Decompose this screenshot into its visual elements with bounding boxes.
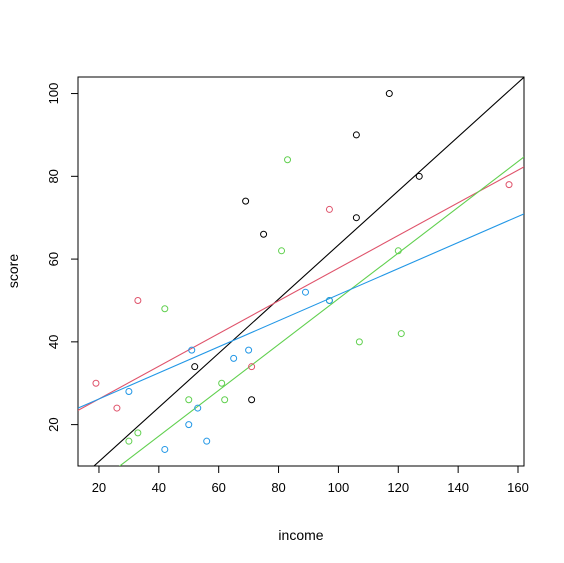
data-point-series-4 <box>125 388 133 396</box>
data-point-series-3 <box>185 396 193 404</box>
x-axis-title: income <box>278 527 323 543</box>
data-point-series-3 <box>161 305 169 313</box>
data-point-series-3 <box>218 379 226 387</box>
data-point-series-2 <box>134 296 142 304</box>
data-point-series-4 <box>161 445 169 453</box>
plot-frame <box>77 76 525 467</box>
x-tick-label: 80 <box>271 480 285 495</box>
data-point-series-4 <box>325 296 333 304</box>
data-point-series-4 <box>230 354 238 362</box>
x-tick-label: 40 <box>152 480 166 495</box>
fit-lines <box>78 77 524 466</box>
data-point-series-1 <box>191 363 199 371</box>
data-point-series-1 <box>242 197 250 205</box>
data-point-series-1 <box>352 131 360 139</box>
data-point-series-2 <box>505 181 513 189</box>
data-point-series-3 <box>125 437 133 445</box>
y-tick-label: 60 <box>46 252 61 266</box>
y-tick-label: 20 <box>46 417 61 431</box>
data-point-series-4 <box>194 404 202 412</box>
y-tick-label: 40 <box>46 335 61 349</box>
y-tick-label: 80 <box>46 169 61 183</box>
data-point-series-2 <box>248 363 256 371</box>
x-tick-label: 160 <box>507 480 529 495</box>
data-point-series-4 <box>185 421 193 429</box>
x-tick-label: 20 <box>92 480 106 495</box>
data-point-series-4 <box>245 346 253 354</box>
data-point-series-4 <box>301 288 309 296</box>
data-point-series-1 <box>260 230 268 238</box>
data-point-series-1 <box>248 396 256 404</box>
data-point-series-1 <box>415 172 423 180</box>
data-point-series-3 <box>394 247 402 255</box>
data-point-series-3 <box>284 156 292 164</box>
data-point-series-4 <box>188 346 196 354</box>
data-point-series-1 <box>385 90 393 98</box>
data-point-series-2 <box>92 379 100 387</box>
fit-line-3 <box>118 156 524 466</box>
fit-line-2 <box>78 166 524 411</box>
y-tick-label: 100 <box>46 83 61 105</box>
data-point-series-3 <box>355 338 363 346</box>
data-point-series-3 <box>278 247 286 255</box>
x-tick-label: 100 <box>328 480 350 495</box>
x-tick-label: 140 <box>447 480 469 495</box>
data-point-series-4 <box>203 437 211 445</box>
y-axis-title: score <box>5 254 21 288</box>
y-axis: 20 40 60 80 100 <box>46 83 79 432</box>
data-point-series-1 <box>352 214 360 222</box>
data-point-series-2 <box>113 404 121 412</box>
data-point-series-3 <box>397 330 405 338</box>
fit-line-1 <box>93 77 524 466</box>
data-point-series-3 <box>221 396 229 404</box>
data-points <box>92 90 513 453</box>
x-tick-label: 60 <box>211 480 225 495</box>
data-point-series-2 <box>325 205 333 213</box>
fit-line-4 <box>78 213 524 409</box>
data-point-series-3 <box>134 429 142 437</box>
x-tick-label: 120 <box>387 480 409 495</box>
x-axis: 20 40 60 80 100 120 140 160 <box>92 465 529 495</box>
